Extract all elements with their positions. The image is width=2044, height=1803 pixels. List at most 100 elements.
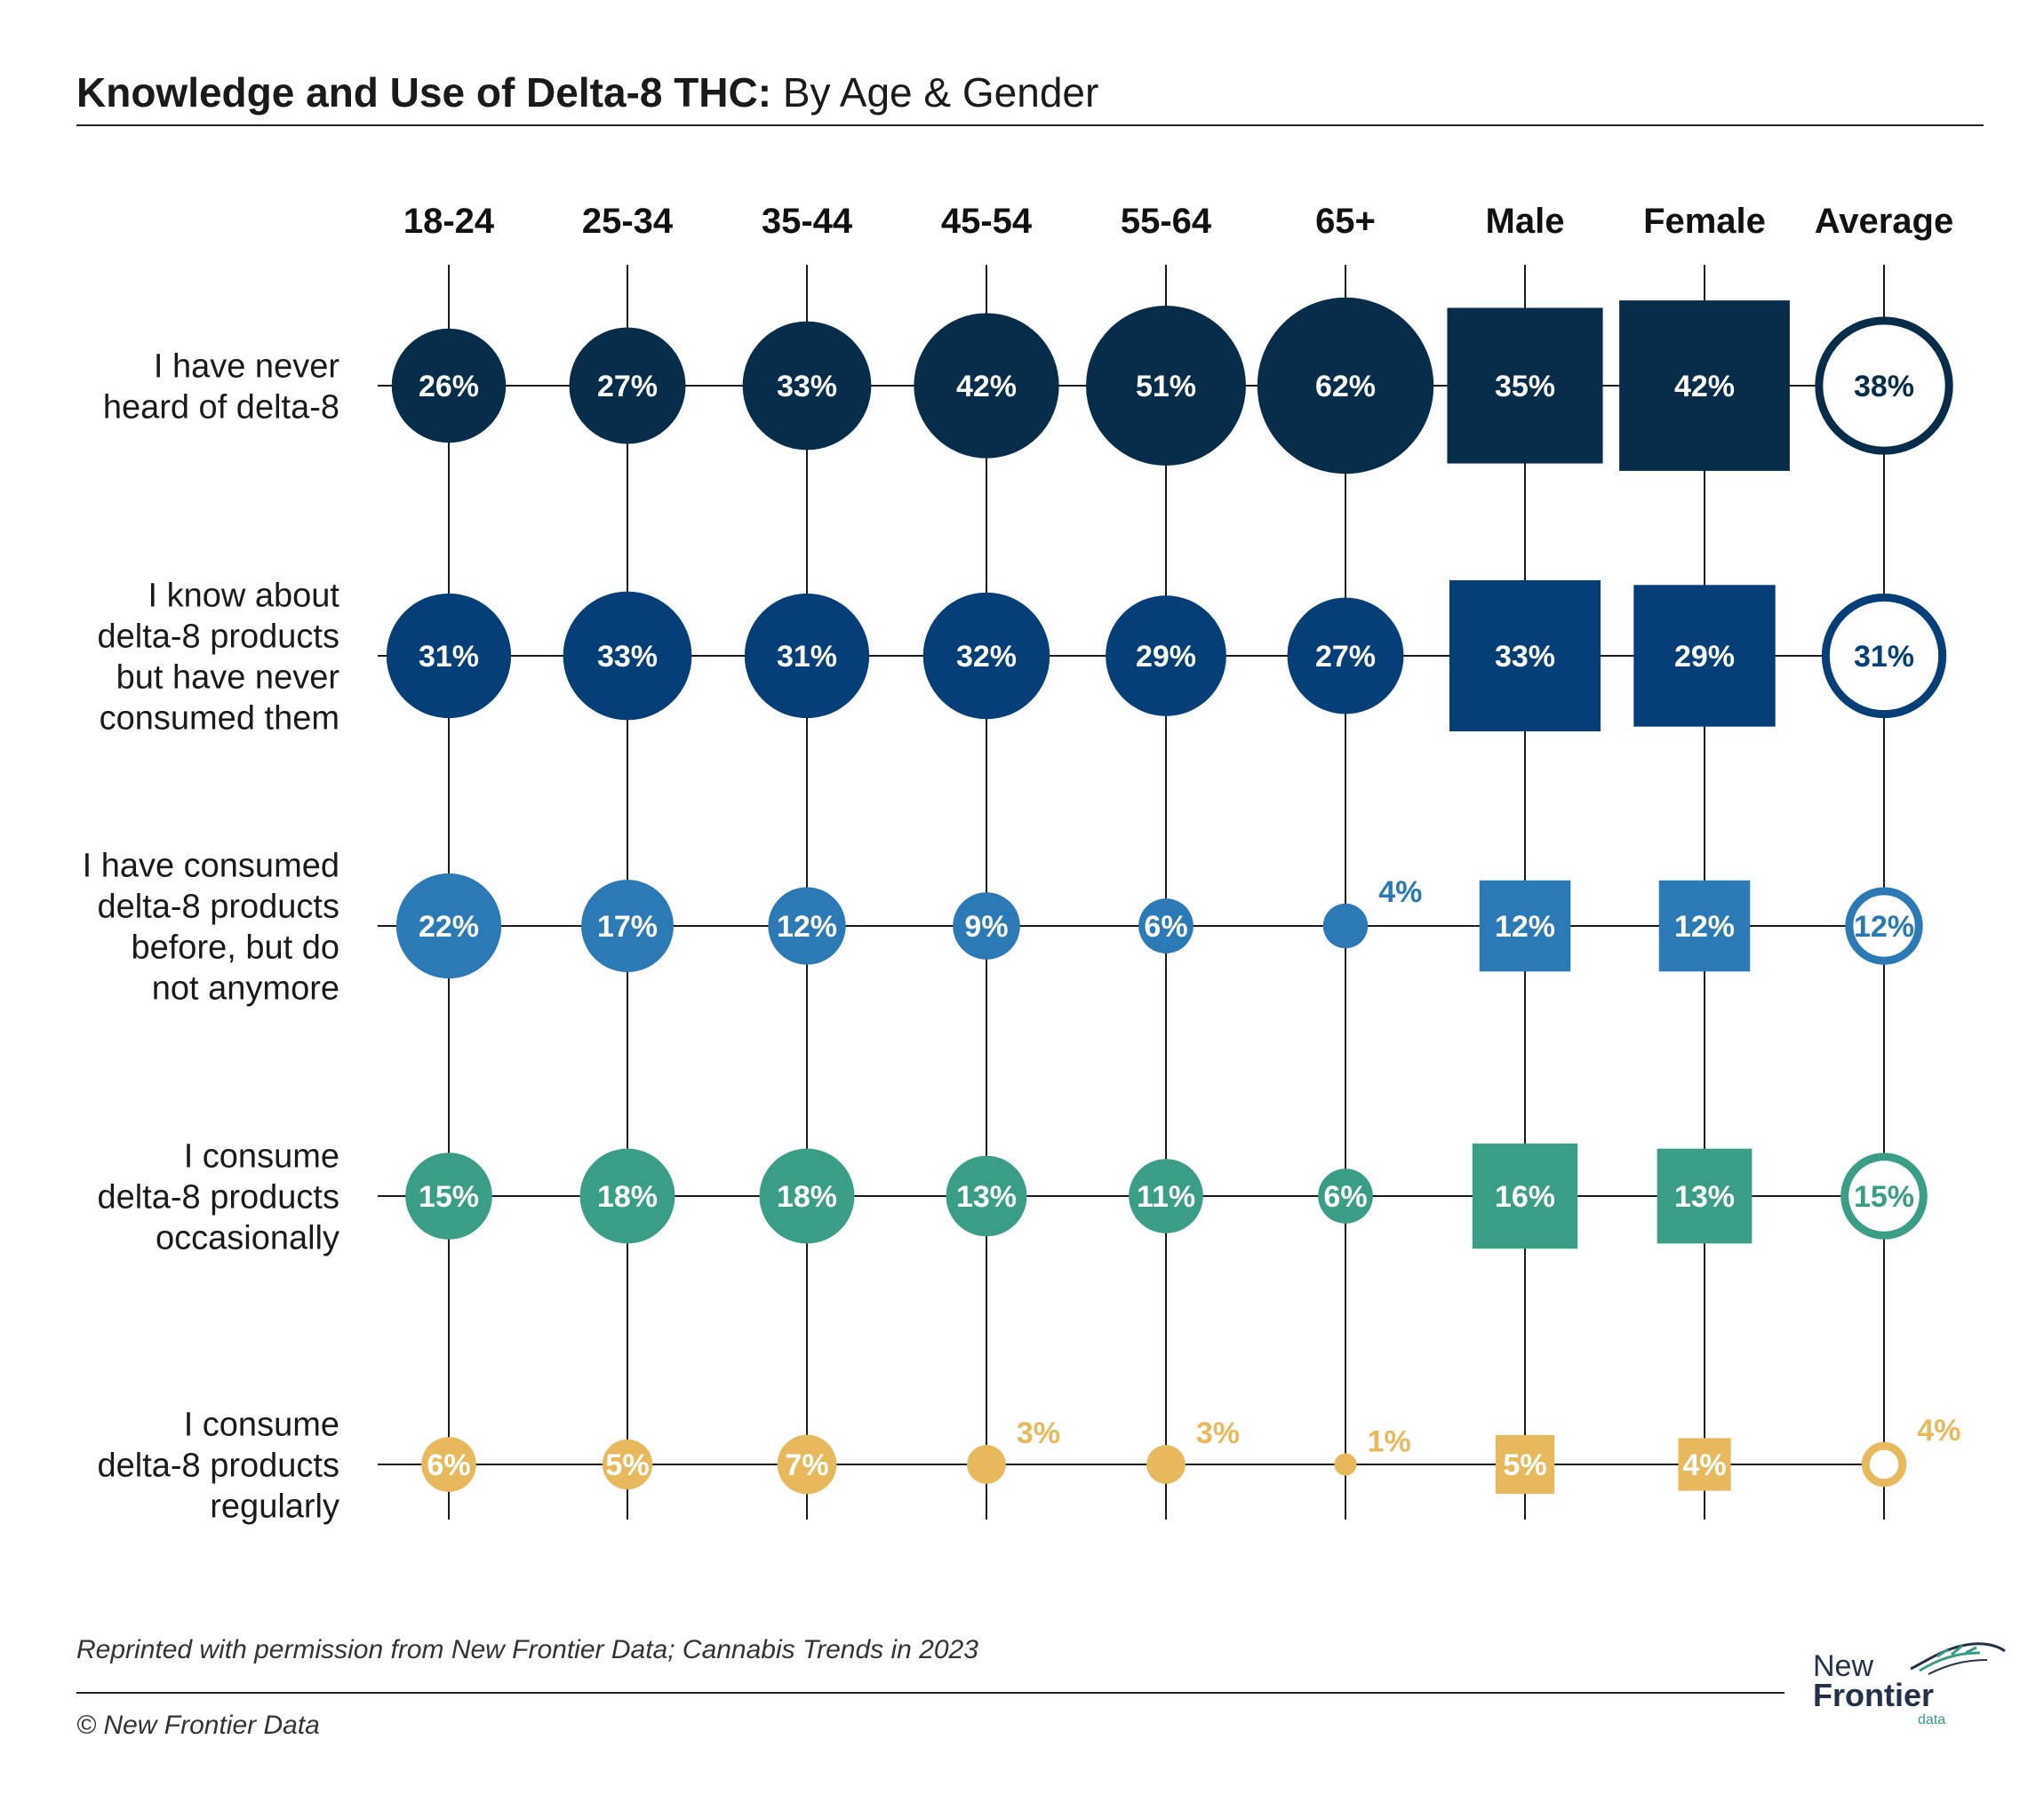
row-3-65-circle [1322, 903, 1369, 949]
row-label-2-line-2: delta-8 products [98, 618, 340, 655]
row-2-55-64-circle [1106, 595, 1226, 716]
row-1-average-ring [1815, 316, 1953, 455]
row-label-3-line-4: not anymore [152, 969, 339, 1007]
row-3-average-value-label: 12% [1854, 910, 1914, 944]
chart-title-sub: By Age & Gender [782, 69, 1099, 116]
column-header-35-44: 35-44 [762, 202, 853, 241]
chart-title: Knowledge and Use of Delta-8 THC: By Age… [76, 66, 1098, 119]
row-2-35-44-value-label: 31% [777, 640, 837, 674]
row-label-5-line-2: delta-8 products [98, 1447, 340, 1484]
row-2-18-24-circle [386, 593, 512, 719]
row-5-35-44-circle [777, 1434, 837, 1495]
row-4-45-54-value-label: 13% [956, 1180, 1017, 1214]
source-credit: Reprinted with permission from New Front… [76, 1635, 978, 1664]
row-3-45-54-circle [953, 892, 1020, 960]
row-1-25-34-circle [569, 327, 686, 444]
row-label-1-line-1: I have never [154, 347, 339, 385]
row-4-25-34-circle [579, 1148, 675, 1244]
row-5-45-54-circle [967, 1445, 1006, 1484]
row-1-35-44-circle [742, 321, 872, 451]
row-1-65-value-label: 62% [1315, 370, 1376, 403]
row-2-25-34-value-label: 33% [597, 640, 658, 674]
row-label-3-line-2: delta-8 products [98, 888, 340, 925]
row-1-45-54-value-label: 42% [956, 370, 1017, 403]
row-4-55-64-circle [1129, 1159, 1203, 1233]
row-2-65-value-label: 27% [1315, 640, 1376, 674]
horse-logo-icon [1910, 1642, 2006, 1675]
row-3-female-square [1658, 880, 1751, 972]
row-3-female-value-label: 12% [1674, 910, 1735, 944]
row-label-2-line-3: but have never [116, 658, 340, 696]
title-divider [76, 124, 1984, 126]
row-5-35-44-value-label: 7% [785, 1448, 828, 1482]
row-5-45-54-value-label: 3% [1017, 1416, 1060, 1450]
row-5-female-value-label: 4% [1682, 1448, 1726, 1482]
row-1-18-24-circle [391, 328, 507, 443]
row-label-4-line-1: I consume [184, 1137, 339, 1175]
row-4-female-value-label: 13% [1674, 1180, 1735, 1214]
logo-line-1: New [1813, 1649, 1874, 1683]
row-3-average-ring [1845, 887, 1923, 965]
row-4-45-54-circle [946, 1155, 1027, 1237]
row-5-male-square [1495, 1434, 1555, 1495]
row-2-average-ring [1821, 593, 1947, 719]
row-3-25-34-value-label: 17% [597, 910, 658, 944]
row-label-5-line-1: I consume [184, 1406, 339, 1443]
copyright-notice: © New Frontier Data [76, 1711, 320, 1740]
row-1-average-value-label: 38% [1854, 370, 1914, 403]
row-1-male-square [1447, 307, 1603, 464]
column-header-male: Male [1486, 202, 1565, 241]
row-1-male-value-label: 35% [1495, 370, 1555, 403]
row-1-65-circle [1257, 297, 1434, 475]
row-2-male-value-label: 33% [1495, 640, 1555, 674]
logo-line-2: Frontier [1813, 1677, 1935, 1713]
row-5-55-64-circle [1146, 1445, 1186, 1484]
row-5-65-circle [1334, 1453, 1357, 1476]
row-3-45-54-value-label: 9% [964, 910, 1008, 944]
row-3-25-34-circle [581, 880, 674, 972]
row-4-55-64-value-label: 11% [1137, 1180, 1195, 1214]
row-5-male-value-label: 5% [1503, 1448, 1546, 1482]
column-header-average: Average [1815, 202, 1953, 241]
row-3-55-64-circle [1138, 898, 1194, 953]
row-5-18-24-circle [421, 1437, 476, 1492]
row-4-65-value-label: 6% [1323, 1180, 1367, 1214]
row-1-18-24-value-label: 26% [419, 370, 479, 403]
row-2-55-64-value-label: 29% [1136, 640, 1196, 674]
column-header-25-34: 25-34 [582, 202, 674, 241]
logo-line-3: data [1918, 1712, 1946, 1727]
row-label-2-line-4: consumed them [100, 699, 339, 737]
row-2-18-24-value-label: 31% [419, 640, 479, 674]
row-1-female-value-label: 42% [1674, 370, 1735, 403]
row-5-25-34-circle [602, 1439, 653, 1490]
row-4-35-44-value-label: 18% [777, 1180, 837, 1214]
row-5-average-ring [1861, 1441, 1907, 1488]
row-label-5-line-3: regularly [210, 1488, 339, 1525]
row-2-male-square [1449, 579, 1601, 732]
row-4-male-square [1472, 1143, 1578, 1249]
footer-divider [76, 1692, 1785, 1694]
row-label-4-line-3: occasionally [156, 1219, 339, 1257]
row-3-male-square [1479, 880, 1571, 972]
row-5-65-value-label: 1% [1368, 1424, 1411, 1458]
row-3-35-44-value-label: 12% [777, 910, 837, 944]
row-3-male-value-label: 12% [1495, 910, 1555, 944]
row-2-female-value-label: 29% [1674, 640, 1735, 674]
row-label-3-line-3: before, but do [131, 929, 339, 966]
row-5-25-34-value-label: 5% [605, 1448, 649, 1482]
row-4-female-square [1657, 1148, 1753, 1244]
column-header-18-24: 18-24 [403, 202, 495, 241]
row-3-35-44-circle [768, 887, 846, 965]
row-5-female-square [1678, 1438, 1731, 1491]
row-label-1-line-2: heard of delta-8 [103, 388, 339, 426]
row-4-18-24-value-label: 15% [419, 1180, 479, 1214]
row-1-55-64-circle [1086, 306, 1246, 466]
row-1-25-34-value-label: 27% [597, 370, 658, 403]
row-2-female-square [1633, 585, 1776, 727]
row-2-average-value-label: 31% [1854, 640, 1914, 674]
row-label-4-line-2: delta-8 products [98, 1178, 340, 1216]
row-4-average-value-label: 15% [1854, 1180, 1914, 1214]
row-3-18-24-value-label: 22% [419, 910, 479, 944]
row-1-45-54-circle [914, 313, 1059, 459]
bubble-matrix-chart: 18-24 25-34 35-44 45-54 55-64 65+ Male Female Av… [83, 202, 1961, 1525]
